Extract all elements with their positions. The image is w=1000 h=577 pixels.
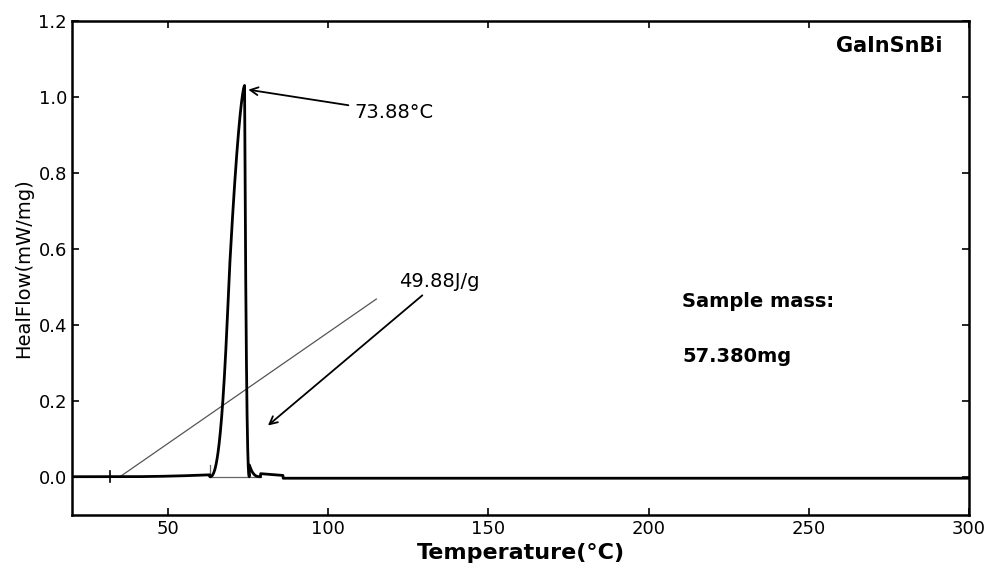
Text: 57.380mg: 57.380mg [682,347,791,366]
X-axis label: Temperature(°C): Temperature(°C) [416,543,625,563]
Y-axis label: HealFlow(mW/mg): HealFlow(mW/mg) [14,178,33,358]
Text: Sample mass:: Sample mass: [682,293,834,312]
Text: GaInSnBi: GaInSnBi [836,36,942,56]
Text: 73.88°C: 73.88°C [250,87,433,122]
Text: 49.88J/g: 49.88J/g [269,272,479,424]
